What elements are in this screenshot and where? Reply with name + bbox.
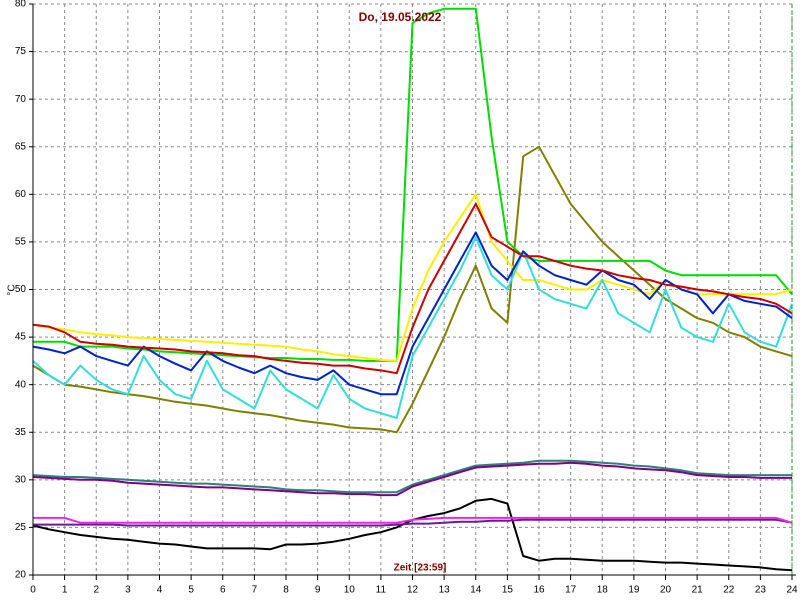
data-line (32, 236, 793, 419)
x-tick-label: 10 (344, 585, 356, 596)
y-tick-label: 70 (15, 94, 27, 105)
y-tick-label: 55 (15, 237, 27, 248)
x-tick-label: 14 (470, 585, 482, 596)
x-tick-label: 17 (565, 585, 577, 596)
x-tick-label: 19 (628, 585, 640, 596)
x-tick-label: 23 (755, 585, 767, 596)
data-line (32, 202, 793, 375)
x-tick-label: 24 (786, 585, 798, 596)
y-tick-label: 75 (15, 46, 27, 57)
y-tick-label: 35 (15, 427, 27, 438)
data-line (32, 461, 792, 497)
y-tick-label: 25 (15, 522, 27, 533)
x-tick-label: 5 (188, 585, 194, 596)
y-tick-label: 60 (15, 189, 27, 200)
x-tick-label: 8 (283, 585, 289, 596)
x-tick-label: 3 (125, 585, 131, 596)
x-tick-label: 11 (376, 585, 387, 596)
x-tick-label: 1 (62, 585, 68, 596)
y-tick-label: 50 (15, 284, 27, 295)
y-tick-label: 80 (15, 0, 27, 10)
y-axis-label: °C (7, 284, 18, 295)
x-tick-label: 13 (439, 585, 451, 596)
y-tick-label: 40 (15, 379, 27, 390)
data-line (33, 7, 793, 362)
x-tick-label: 12 (407, 585, 419, 596)
x-tick-label: 16 (533, 585, 545, 596)
x-tick-label: 4 (157, 585, 163, 596)
chart-title: Do, 19.05.2022 (359, 10, 442, 24)
y-tick-label: 20 (15, 570, 27, 581)
lines (32, 7, 793, 572)
x-tick-label: 2 (93, 585, 99, 596)
x-tick-label: 7 (252, 585, 258, 596)
x-axis-label: Zeit [23:59] (394, 563, 447, 574)
x-tick-label: 0 (30, 585, 36, 596)
x-tick-label: 15 (502, 585, 514, 596)
y-tick-label: 65 (15, 141, 27, 152)
x-tick-label: 9 (315, 585, 321, 596)
x-tick-label: 20 (660, 585, 672, 596)
data-line (33, 518, 793, 527)
x-tick-label: 21 (692, 585, 704, 596)
data-line (32, 459, 792, 494)
x-tick-label: 22 (723, 585, 735, 596)
y-tick-label: 30 (15, 474, 27, 485)
data-line (32, 231, 793, 396)
data-line (33, 516, 793, 524)
x-tick-label: 6 (220, 585, 226, 596)
x-tick-label: 18 (597, 585, 609, 596)
data-line (32, 145, 793, 434)
y-tick-label: 45 (15, 332, 27, 343)
